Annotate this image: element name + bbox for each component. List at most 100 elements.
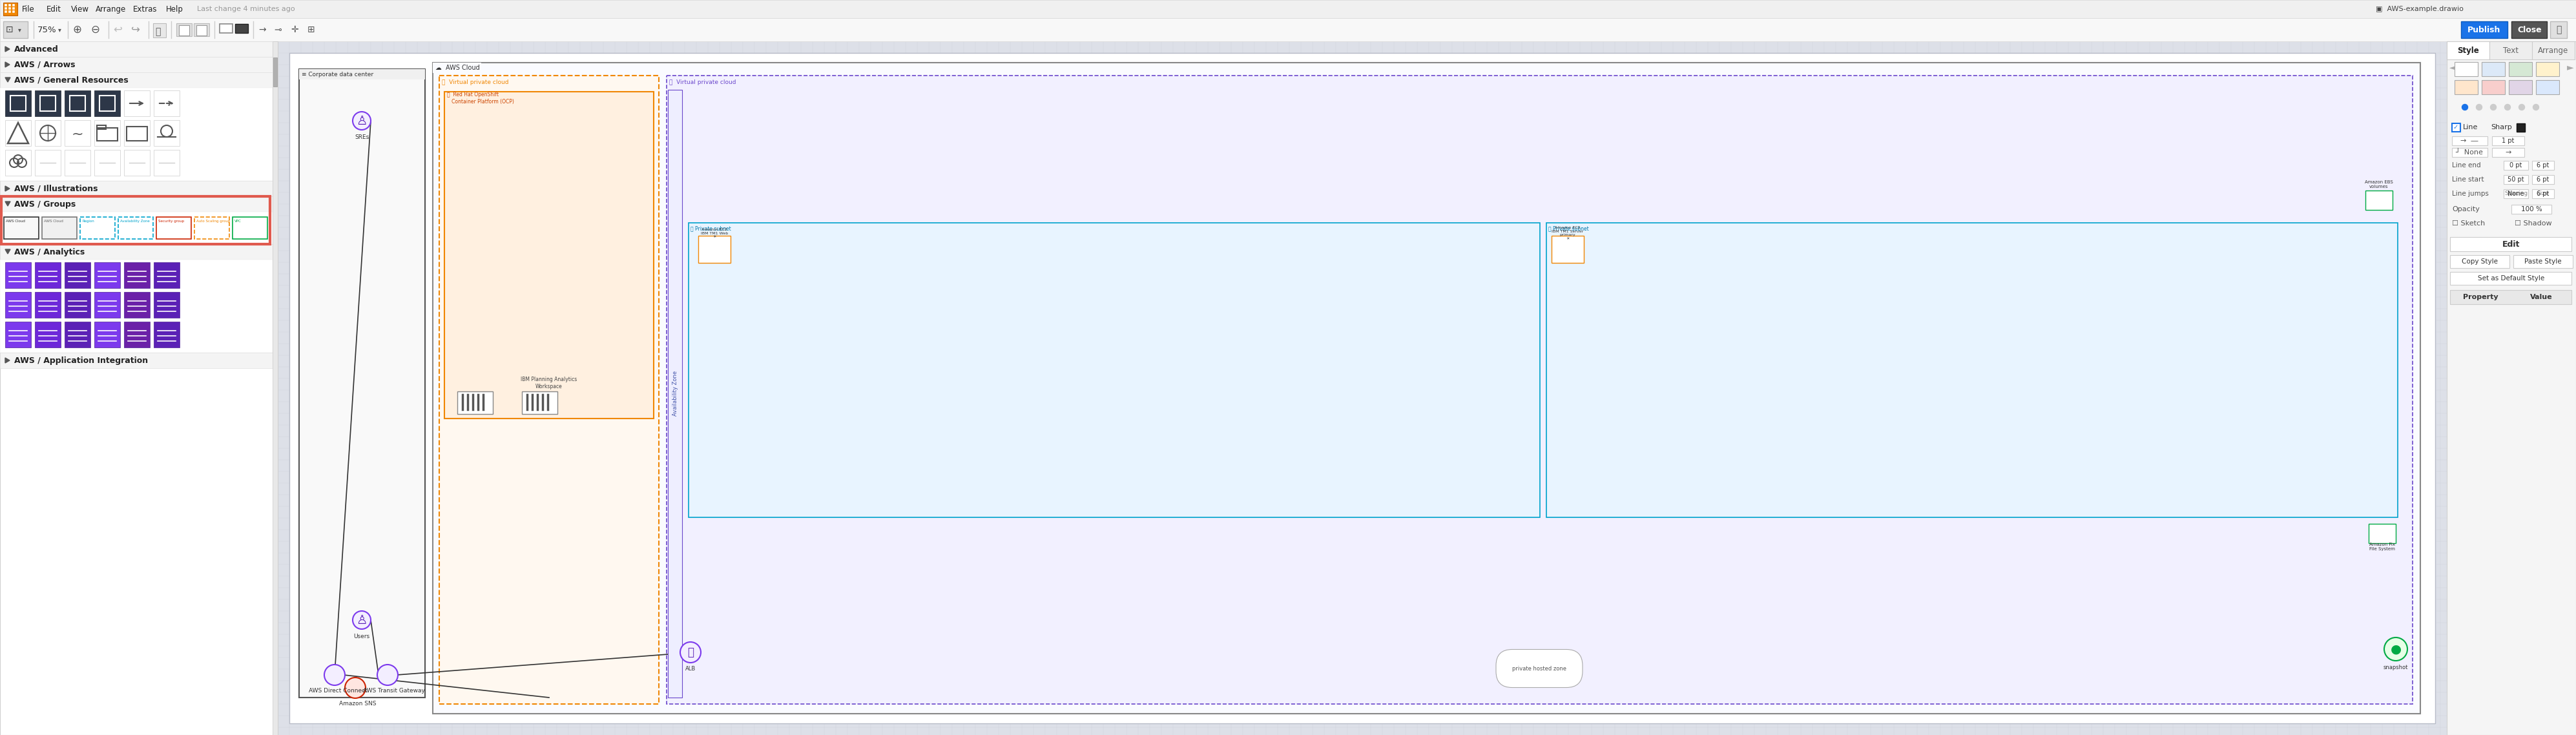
Text: Auto Scaling group: Auto Scaling group [196,219,229,223]
Circle shape [680,642,701,663]
Bar [0,72,273,88]
Circle shape [353,611,371,629]
Text: ↩: ↩ [113,24,121,35]
Text: AWS Transit Gateway: AWS Transit Gateway [363,688,425,694]
Bar [5,90,31,116]
Text: Text: Text [2504,46,2519,54]
Bar [2532,41,2573,60]
Text: Help: Help [165,5,183,13]
Bar [8,7,10,10]
Bar [278,41,2447,735]
Text: ♙: ♙ [355,115,368,127]
Bar [1551,236,1584,263]
Text: ⎕: ⎕ [155,27,160,36]
Text: SREs: SREs [355,134,368,140]
Circle shape [325,664,345,685]
Bar [2532,189,2553,198]
Bar [155,322,180,348]
Bar [289,53,2434,723]
Text: 🔒 Private subnet: 🔒 Private subnet [690,226,732,232]
Bar [440,76,659,704]
Bar [433,62,2421,714]
Text: ●: ● [2391,643,2401,655]
Bar [64,150,90,176]
Text: ↪: ↪ [131,24,139,35]
Text: Last change 4 minutes ago: Last change 4 minutes ago [196,6,294,12]
Bar [459,392,492,414]
Bar [64,292,90,318]
Bar [95,262,121,288]
Bar [155,90,180,116]
Circle shape [353,112,371,130]
Text: ⛔: ⛔ [688,647,693,658]
Bar [175,24,191,36]
Bar [3,3,18,15]
Text: ⊸: ⊸ [273,25,281,35]
Text: Amazon EC2
IBM TM1 Web
☀: Amazon EC2 IBM TM1 Web ☀ [701,228,729,239]
Text: ┘  None: ┘ None [2455,149,2483,156]
Text: ⊕: ⊕ [72,24,82,35]
Bar [5,10,8,12]
Circle shape [2476,104,2483,110]
Text: Line end: Line end [2452,162,2481,168]
Bar [2488,41,2532,60]
Bar [0,0,2576,18]
Text: Users: Users [353,634,371,639]
Text: Arrange: Arrange [95,5,126,13]
Bar [2447,41,2576,735]
Text: Size: Size [2537,190,2550,196]
Text: Publish: Publish [2468,26,2501,34]
Text: ⊞: ⊞ [307,25,314,35]
Circle shape [2463,104,2468,110]
Polygon shape [5,249,10,254]
Bar [8,4,10,6]
Text: AWS / Application Integration: AWS / Application Integration [15,356,147,365]
Text: Amazon EBS
volumes: Amazon EBS volumes [2365,180,2393,188]
Text: Line start: Line start [2452,176,2483,183]
Bar [2452,148,2488,157]
Bar [36,150,62,176]
Bar [219,24,232,33]
Bar [10,96,26,111]
Bar [446,92,654,418]
Text: ⊖: ⊖ [90,24,100,35]
Bar [667,76,2414,704]
Text: Opacity: Opacity [2452,206,2481,212]
Bar [2532,175,2553,184]
Text: Line jumps: Line jumps [2452,190,2488,197]
Bar [124,262,149,288]
Bar [5,262,31,288]
Bar [196,25,206,35]
Text: Security group: Security group [157,219,185,223]
Bar [2452,123,2460,132]
Text: None: None [2506,190,2524,197]
Bar [232,217,268,239]
Bar [152,24,165,37]
Text: 50 pt: 50 pt [2506,176,2524,183]
Circle shape [2385,637,2409,661]
Text: ◄: ◄ [2450,62,2458,72]
Bar [124,292,149,318]
Bar [0,18,2576,41]
Text: AWS / Analytics: AWS / Analytics [15,248,85,256]
Text: Close: Close [2517,26,2543,34]
Text: Copy Style: Copy Style [2463,258,2499,265]
Text: ♙: ♙ [355,614,368,626]
Bar [2504,161,2527,170]
Bar [155,150,180,176]
Text: Set as Default Style: Set as Default Style [2478,275,2545,282]
Bar [13,4,15,6]
Bar [2455,80,2478,94]
Text: Advanced: Advanced [15,45,59,53]
Bar [299,69,425,79]
Text: 6 pt: 6 pt [2537,162,2550,168]
Text: Style: Style [2458,46,2478,54]
Bar [193,217,229,239]
Text: Paste Style: Paste Style [2524,258,2561,265]
Text: ⛔  Red Hat OpenShift
   Container Platform (OCP): ⛔ Red Hat OpenShift Container Platform (… [448,92,515,104]
Bar [36,292,62,318]
Circle shape [2491,104,2496,110]
Bar [0,353,273,368]
Text: 100 %: 100 % [2522,206,2543,212]
Text: Property: Property [2463,294,2499,301]
